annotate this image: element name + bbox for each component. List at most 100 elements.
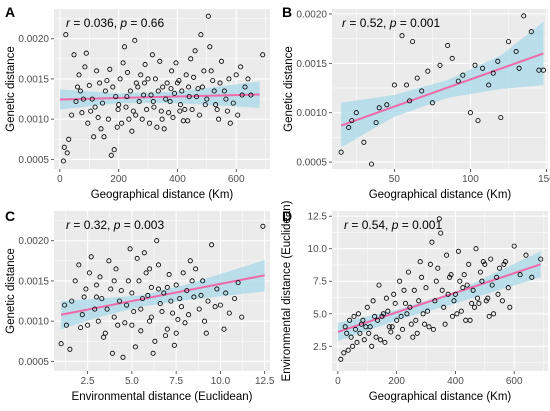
panel-b-label: B bbox=[282, 4, 292, 20]
panel-d: D 0 200 400 600 2.5 5.0 7.5 10.0 12.5 r = 0.54,… bbox=[281, 200, 548, 403]
scatter-point bbox=[212, 304, 218, 310]
x-tick-label: 7.5 bbox=[169, 376, 183, 387]
panel-c-y-label: Genetic distance bbox=[5, 248, 17, 334]
scatter-point bbox=[178, 304, 185, 310]
scatter-point bbox=[416, 298, 422, 304]
scatter-point bbox=[420, 311, 426, 317]
scatter-point bbox=[479, 278, 485, 284]
scatter-point bbox=[89, 96, 95, 102]
scatter-point bbox=[167, 98, 173, 105]
scatter-point bbox=[132, 37, 138, 43]
scatter-point bbox=[375, 317, 381, 323]
scatter-point bbox=[355, 311, 361, 317]
scatter-point bbox=[360, 317, 366, 323]
scatter-point bbox=[386, 324, 392, 330]
scatter-point bbox=[157, 58, 163, 64]
scatter-point bbox=[158, 108, 164, 114]
scatter-point bbox=[77, 88, 83, 94]
scatter-point bbox=[488, 256, 494, 262]
scatter-point bbox=[475, 118, 481, 124]
scatter-point bbox=[76, 262, 82, 268]
scatter-point bbox=[401, 287, 407, 293]
scatter-point bbox=[85, 322, 91, 328]
scatter-point bbox=[176, 78, 182, 84]
scatter-point bbox=[201, 318, 208, 324]
scatter-point bbox=[203, 330, 209, 336]
scatter-point bbox=[67, 346, 73, 352]
scatter-point bbox=[79, 110, 85, 116]
scatter-point bbox=[442, 321, 448, 327]
scatter-point bbox=[162, 333, 169, 339]
scatter-point bbox=[454, 311, 460, 317]
scatter-point bbox=[74, 84, 81, 90]
scatter-point bbox=[193, 266, 199, 272]
scatter-point bbox=[232, 296, 238, 302]
x-tick-label: 50 bbox=[389, 174, 401, 185]
x-tick-label: 5.0 bbox=[125, 376, 139, 387]
scatter-point bbox=[438, 230, 444, 236]
scatter-point bbox=[99, 100, 106, 106]
scatter-point bbox=[372, 313, 378, 319]
x-tick-label: 100 bbox=[462, 174, 479, 185]
scatter-point bbox=[106, 258, 112, 264]
scatter-point bbox=[469, 300, 475, 306]
scatter-point bbox=[147, 318, 153, 324]
scatter-point bbox=[501, 261, 507, 267]
scatter-point bbox=[129, 128, 135, 134]
scatter-point bbox=[460, 285, 466, 291]
scatter-point bbox=[150, 98, 156, 105]
scatter-point bbox=[447, 274, 453, 280]
scatter-point bbox=[477, 269, 483, 275]
x-tick-label: 0 bbox=[335, 376, 341, 387]
scatter-point bbox=[394, 317, 400, 323]
scatter-point bbox=[129, 290, 135, 296]
scatter-point bbox=[191, 74, 197, 80]
scatter-point bbox=[380, 311, 386, 317]
panel-b-trend-line bbox=[340, 52, 544, 127]
scatter-point bbox=[499, 298, 505, 304]
scatter-point bbox=[136, 98, 142, 105]
panel-d-confidence-band bbox=[337, 251, 541, 342]
scatter-point bbox=[226, 76, 232, 82]
y-tick-label: 0.0010 bbox=[18, 317, 49, 328]
scatter-point bbox=[432, 298, 438, 304]
scatter-point bbox=[132, 344, 138, 350]
scatter-point bbox=[433, 278, 439, 284]
scatter-point bbox=[473, 246, 479, 252]
panel-c-x-label: Environmental distance (Euclidean) bbox=[72, 391, 253, 403]
scatter-point bbox=[449, 313, 456, 319]
scatter-point bbox=[76, 72, 82, 78]
panel-c-annotation: r = 0.32, p = 0.003 bbox=[66, 218, 164, 232]
panel-a-x-ticks: 0 200 400 600 bbox=[57, 169, 245, 185]
scatter-point bbox=[430, 326, 436, 332]
y-tick-label: 5.0 bbox=[313, 309, 327, 320]
scatter-point bbox=[507, 304, 513, 310]
scatter-point bbox=[155, 88, 161, 94]
scatter-point bbox=[63, 322, 69, 328]
scatter-point bbox=[151, 104, 157, 110]
scatter-point bbox=[444, 252, 450, 258]
scatter-point bbox=[94, 68, 100, 74]
scatter-point bbox=[407, 98, 413, 104]
scatter-point bbox=[182, 106, 188, 113]
scatter-point bbox=[435, 265, 441, 271]
scatter-point bbox=[63, 32, 69, 38]
scatter-point bbox=[210, 78, 216, 84]
scatter-point bbox=[348, 334, 354, 340]
scatter-point bbox=[111, 278, 117, 284]
scatter-point bbox=[437, 62, 443, 68]
scatter-point bbox=[516, 65, 522, 71]
scatter-point bbox=[79, 312, 85, 318]
panel-b-annotation: r = 0.52, p = 0.001 bbox=[342, 16, 440, 30]
y-tick-label: 2.5 bbox=[313, 342, 327, 353]
scatter-point bbox=[385, 308, 391, 314]
scatter-point bbox=[198, 32, 204, 38]
panel-a-trend-line bbox=[59, 93, 260, 101]
scatter-point bbox=[239, 92, 245, 98]
scatter-point bbox=[486, 313, 492, 319]
scatter-point bbox=[64, 150, 70, 156]
scatter-point bbox=[461, 272, 467, 278]
scatter-point bbox=[170, 114, 176, 121]
x-tick-label: 400 bbox=[169, 174, 186, 185]
